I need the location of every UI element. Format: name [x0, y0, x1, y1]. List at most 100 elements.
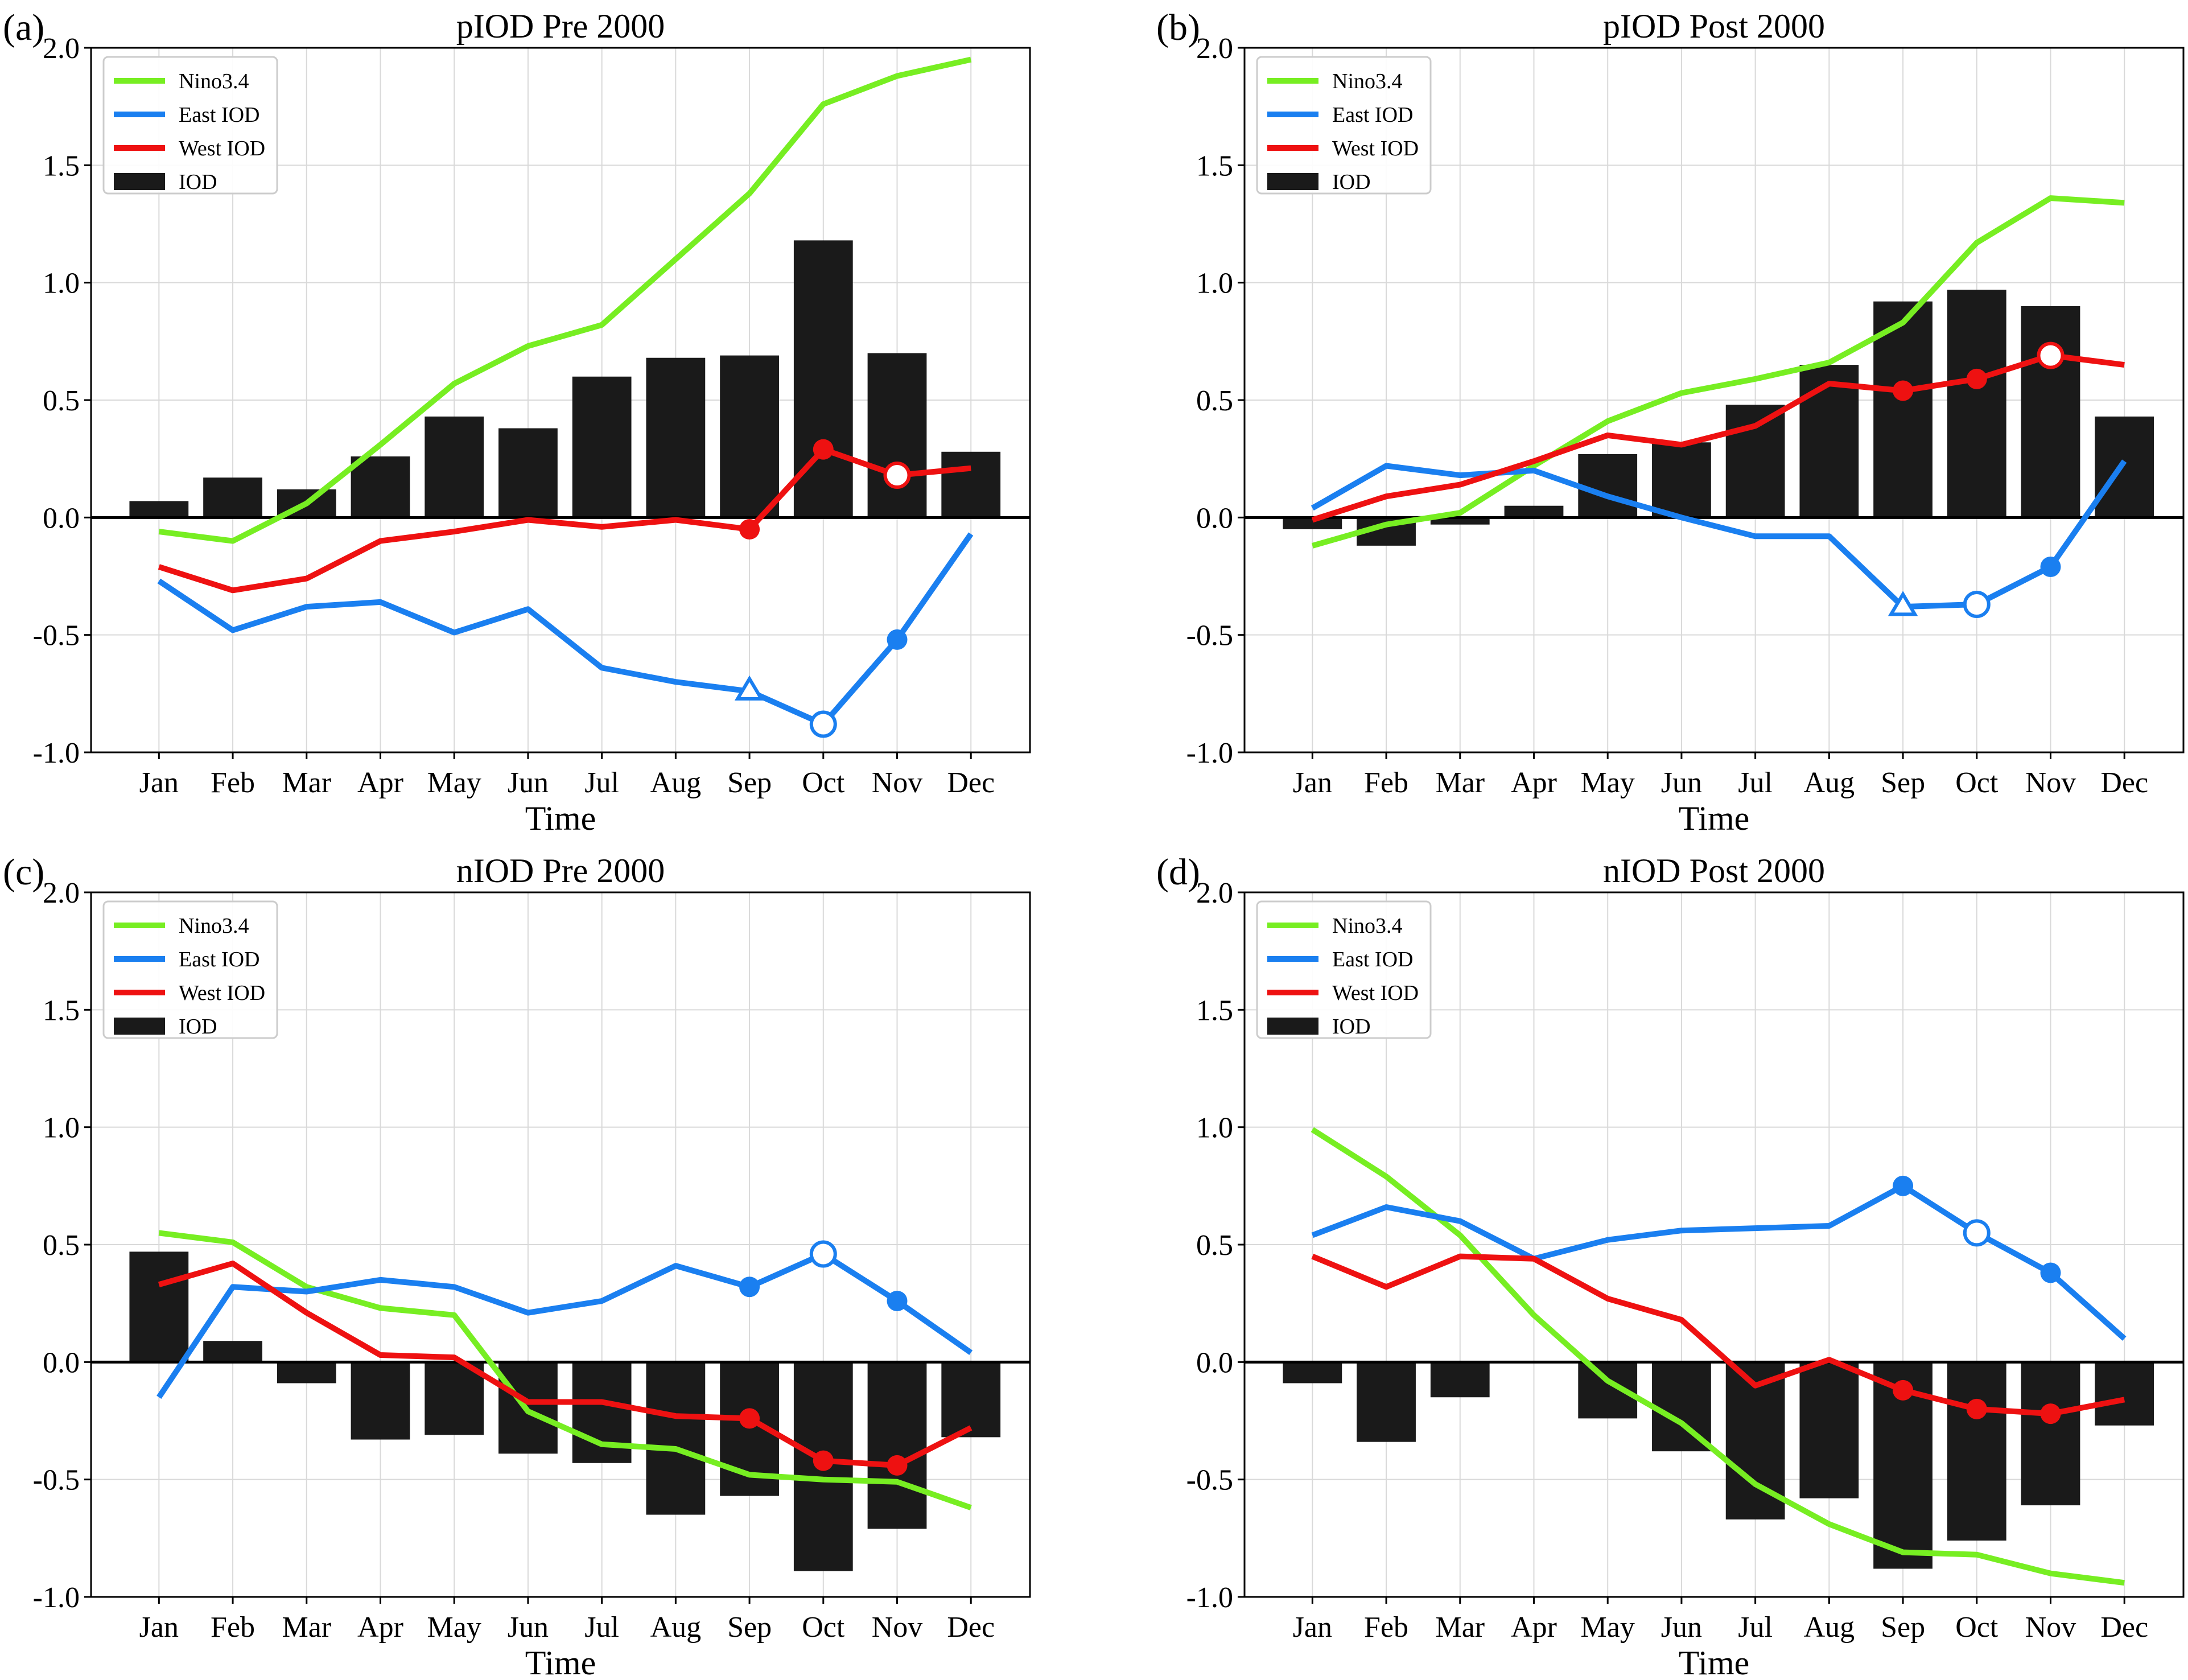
panel-a: 2.0 1.5 1.0 0.5 0.0 -0.5 -1.0 Jan Feb Mar Apr May Ju… — [3, 7, 1031, 837]
x-tick-label-apr: Apr — [1511, 1611, 1557, 1644]
iod-bar-jan — [129, 501, 189, 518]
y-tick-label: 1.5 — [43, 994, 80, 1027]
iod-bar-jul — [572, 376, 632, 518]
iod-bar-nov — [2021, 1362, 2080, 1506]
y-tick-label: 1.0 — [1196, 267, 1233, 300]
iod-bar-may — [425, 416, 484, 518]
x-tick-label-sep: Sep — [1881, 1611, 1925, 1644]
x-tick-label-may: May — [427, 767, 481, 799]
x-tick-label-dec: Dec — [2100, 1611, 2148, 1644]
west-iod-marker-sep — [739, 1408, 760, 1429]
panel-b: 2.0 1.5 1.0 0.5 0.0 -0.5 -1.0 Jan Feb Mar Apr May Ju… — [1156, 7, 2185, 837]
iod-bar-jul — [1725, 405, 1785, 518]
legend-box — [102, 900, 278, 1039]
x-tick-label-jan: Jan — [1293, 767, 1332, 799]
y-tick-label: -0.5 — [1186, 1464, 1233, 1497]
x-tick-label-sep: Sep — [727, 767, 772, 799]
east-iod-marker-sep — [739, 1277, 760, 1298]
nino3-4-line — [158, 1230, 972, 1510]
nino3-4-line — [1311, 195, 2125, 549]
y-tick-label: 0.5 — [43, 385, 80, 417]
iod-bar-mar — [1430, 1362, 1490, 1398]
x-tick-label-aug: Aug — [1804, 1611, 1855, 1644]
iod-bar-sep — [1873, 301, 1932, 518]
x-tick-label-jul: Jul — [1738, 767, 1773, 799]
y-tick-label: -0.5 — [33, 620, 80, 652]
iod-bar-feb — [203, 477, 262, 518]
east-iod-marker-nov — [2040, 556, 2061, 577]
x-tick-label-nov: Nov — [2025, 1611, 2076, 1644]
legend-label: Nino3.4 — [1332, 914, 1403, 938]
east-iod-line — [1311, 1183, 2127, 1341]
y-tick-label: 0.5 — [43, 1229, 80, 1262]
west-iod-marker-oct — [813, 439, 834, 460]
y-tick-label: 1.0 — [43, 267, 80, 300]
legend-label: IOD — [179, 170, 217, 194]
x-tick-label-may: May — [1581, 767, 1635, 799]
legend-label: IOD — [1332, 1015, 1371, 1039]
west-iod-marker-nov — [887, 1455, 908, 1476]
iod-bar-dec — [941, 451, 1001, 518]
y-tick-label: 1.5 — [1196, 150, 1233, 182]
x-tick-label-jul: Jul — [584, 1611, 619, 1644]
x-tick-label-jul: Jul — [584, 767, 619, 799]
x-tick-label-jan: Jan — [139, 1611, 179, 1644]
iod-bar-mar — [277, 1362, 336, 1383]
iod-bar-sep — [720, 355, 779, 518]
iod-bar-nov — [867, 353, 927, 518]
legend: Nino3.4 East IOD West IOD IOD — [102, 56, 278, 195]
iod-bar-mar — [1430, 517, 1490, 525]
panel-label: (a) — [3, 7, 44, 48]
y-tick-label: -1.0 — [1186, 1582, 1233, 1614]
west-iod-marker-nov — [883, 462, 911, 489]
panel-d: 2.0 1.5 1.0 0.5 0.0 -0.5 -1.0 Jan Feb Mar Apr May Ju… — [1156, 851, 2185, 1680]
east-iod-marker-sep — [734, 675, 765, 701]
west-iod-marker-oct — [1966, 1398, 1987, 1419]
east-iod-marker-sep — [1893, 1175, 1914, 1196]
east-iod-marker-nov — [2040, 1262, 2061, 1283]
legend-label: East IOD — [1332, 948, 1413, 971]
y-tick-label: -0.5 — [33, 1464, 80, 1497]
x-tick-label-oct: Oct — [802, 1611, 845, 1644]
legend-label: East IOD — [179, 103, 259, 127]
iod-bar-jan — [1283, 1362, 1342, 1383]
x-tick-label-sep: Sep — [1881, 767, 1925, 799]
panel-c: 2.0 1.5 1.0 0.5 0.0 -0.5 -1.0 Jan Feb Mar Apr May Ju… — [3, 851, 1031, 1680]
x-axis-label: Time — [525, 800, 596, 837]
iod-bar-may — [1578, 454, 1638, 518]
y-tick-label: 0.0 — [1196, 1347, 1233, 1379]
y-tick-label: -1.0 — [1186, 737, 1233, 769]
legend-swatch — [114, 1018, 165, 1035]
iod-bar-apr — [351, 456, 410, 518]
x-tick-label-aug: Aug — [650, 1611, 702, 1644]
east-iod-line — [156, 1251, 973, 1399]
y-tick-label: 0.0 — [1196, 502, 1233, 534]
y-tick-label: 1.5 — [1196, 994, 1233, 1027]
legend-label: West IOD — [1332, 981, 1419, 1005]
x-tick-label-may: May — [427, 1611, 481, 1644]
y-tick-label: 2.0 — [43, 877, 80, 909]
iod-bar-aug — [1799, 365, 1859, 518]
nino3-4-line — [158, 56, 972, 544]
x-tick-label-jan: Jan — [1293, 1611, 1332, 1644]
y-tick-label: -1.0 — [33, 1582, 80, 1614]
iod-bar-apr — [1504, 505, 1564, 518]
y-tick-label: 2.0 — [43, 32, 80, 65]
legend: Nino3.4 East IOD West IOD IOD — [1256, 900, 1432, 1039]
iod-bar-dec — [2095, 1362, 2154, 1426]
east-iod-marker-sep — [1888, 591, 1918, 616]
x-tick-label-sep: Sep — [727, 1611, 772, 1644]
x-tick-label-dec: Dec — [947, 1611, 995, 1644]
x-tick-label-jul: Jul — [1738, 1611, 1773, 1644]
x-tick-label-dec: Dec — [947, 767, 995, 799]
x-tick-label-apr: Apr — [357, 767, 403, 799]
east-iod-marker-oct — [809, 710, 837, 738]
legend-swatch — [114, 173, 165, 190]
east-iod-marker-oct — [809, 1240, 837, 1268]
iod-bar-oct — [1947, 290, 2006, 518]
x-tick-label-feb: Feb — [211, 767, 255, 799]
east-iod-marker-oct — [1963, 1219, 1991, 1247]
panel-label: (b) — [1156, 7, 1200, 48]
legend-label: IOD — [1332, 170, 1371, 194]
x-tick-label-aug: Aug — [650, 767, 702, 799]
